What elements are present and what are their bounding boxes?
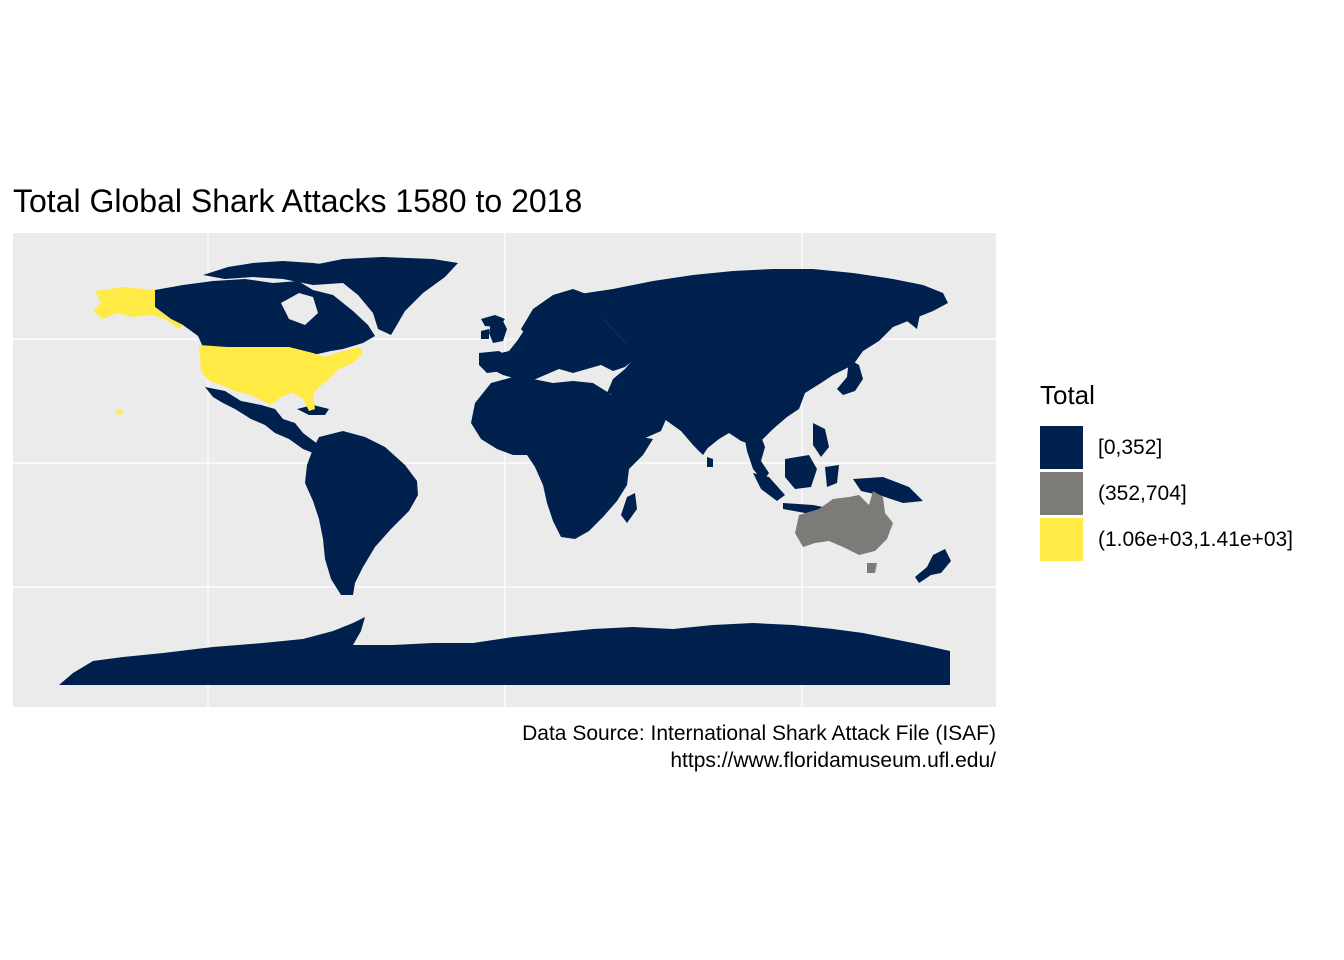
region-greenland: [313, 257, 458, 335]
legend-label: (1.06e+03,1.41e+03]: [1098, 527, 1294, 551]
region-srilanka: [707, 457, 713, 467]
legend-swatch: [1040, 426, 1083, 469]
region-usa: [93, 287, 363, 415]
region-mexico: [205, 387, 319, 453]
region-sumatra: [753, 473, 785, 501]
region-tasmania: [867, 563, 877, 573]
region-australia: [795, 491, 893, 555]
legend-label: (352,704]: [1098, 481, 1187, 505]
map-caption: Data Source: International Shark Attack …: [522, 720, 996, 774]
region-europe: [481, 295, 637, 381]
region-usa-contiguous: [199, 345, 363, 411]
caption-url: https://www.floridamuseum.ufl.edu/: [670, 749, 996, 772]
region-asia: [573, 269, 948, 453]
legend-label: [0,352]: [1098, 435, 1163, 459]
legend-item: [0,352]: [1040, 425, 1293, 470]
region-ireland: [481, 329, 489, 339]
world-map: [13, 233, 996, 707]
region-africa: [471, 377, 653, 539]
map-panel: [13, 233, 996, 707]
region-japan: [837, 359, 863, 395]
region-india: [681, 401, 729, 455]
countries-low: [59, 257, 951, 685]
legend-item: (352,704]: [1040, 471, 1293, 516]
region-canada: [155, 279, 375, 355]
region-antarctica: [59, 617, 950, 685]
region-philippines: [813, 423, 829, 457]
region-alaska: [93, 287, 183, 329]
region-scandinavia: [521, 289, 589, 343]
region-kamchatka: [903, 299, 921, 329]
legend-item: (1.06e+03,1.41e+03]: [1040, 517, 1293, 562]
region-baffin: [281, 293, 318, 325]
region-sulawesi: [825, 465, 839, 487]
region-new-zealand: [915, 549, 951, 583]
region-uk: [489, 317, 507, 343]
region-south-america: [305, 431, 418, 595]
caption-source: Data Source: International Shark Attack …: [522, 722, 996, 745]
region-caribbean: [297, 405, 329, 415]
region-southeast-asia: [743, 429, 769, 481]
region-new-guinea: [853, 477, 923, 503]
legend-swatch: [1040, 518, 1083, 561]
map-title: Total Global Shark Attacks 1580 to 2018: [13, 183, 583, 219]
region-hawaii: [116, 409, 123, 415]
legend-swatch: [1040, 472, 1083, 515]
region-borneo: [785, 455, 817, 489]
legend-title: Total: [1040, 380, 1095, 410]
region-iberia: [479, 351, 509, 373]
region-madagascar: [621, 493, 637, 523]
map-legend: Total [0,352] (352,704] (1.06e+03,1.41e+…: [1040, 380, 1293, 563]
